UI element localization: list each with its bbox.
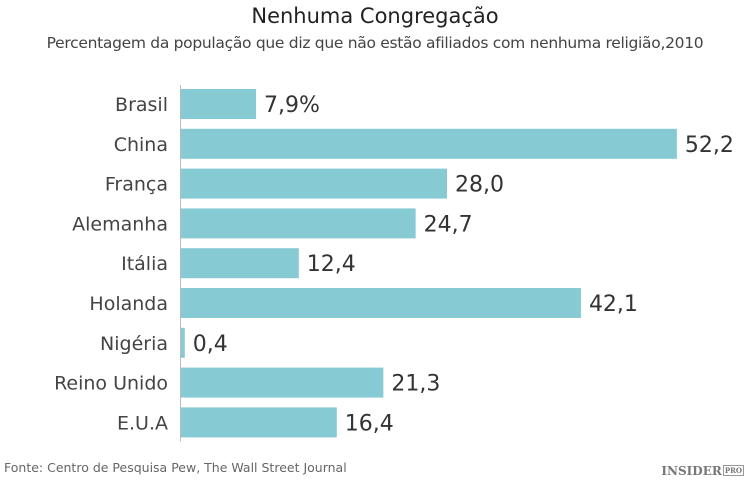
category-label: China: [114, 134, 168, 156]
category-label: França: [105, 174, 168, 196]
data-label: 42,1: [589, 292, 638, 317]
data-label: 21,3: [391, 372, 440, 397]
data-label: 24,7: [424, 212, 473, 237]
bar: [181, 89, 257, 119]
category-label: Alemanha: [72, 213, 168, 235]
category-label: Reino Unido: [54, 373, 168, 395]
bar: [181, 128, 677, 159]
source-note: Fonte: Centro de Pesquisa Pew, The Wall …: [4, 460, 347, 475]
bar: [181, 407, 337, 438]
category-label: Holanda: [89, 293, 168, 315]
category-label: E.U.A: [117, 412, 168, 434]
category-label: Itália: [121, 253, 168, 275]
bar: [181, 367, 384, 398]
category-label: Brasil: [115, 94, 168, 116]
bar: [181, 208, 416, 239]
bar: [181, 168, 447, 199]
bar: [181, 327, 185, 358]
data-label: 0,4: [193, 332, 228, 357]
data-label: 12,4: [307, 252, 356, 277]
data-label: 52,2: [685, 133, 734, 158]
insider-pro-logo: INSIDER PRO: [661, 464, 744, 478]
data-label: 16,4: [345, 411, 394, 436]
chart-subtitle: Percentagem da população que diz que não…: [46, 34, 704, 52]
category-label: Nigéria: [100, 333, 168, 355]
data-label: 28,0: [455, 173, 504, 198]
bar: [181, 288, 581, 318]
data-label: 7,9%: [264, 93, 320, 118]
bar: [181, 248, 299, 279]
chart-title: Nenhuma Congregação: [251, 4, 499, 28]
